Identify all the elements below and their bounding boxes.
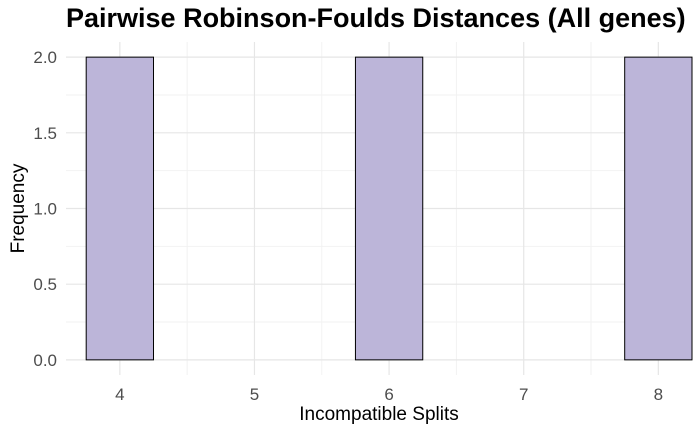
y-tick-label: 1.5	[33, 124, 57, 143]
x-tick-label: 5	[250, 385, 259, 404]
y-tick-label: 0.0	[33, 351, 57, 370]
bar-8	[624, 56, 693, 361]
x-tick-label: 4	[115, 385, 124, 404]
chart-title: Pairwise Robinson-Foulds Distances (All …	[66, 3, 686, 33]
y-axis-title: Frequency	[8, 163, 29, 253]
y-tick-label: 0.5	[33, 275, 57, 294]
x-tick-label: 7	[519, 385, 528, 404]
bar-6	[354, 56, 424, 361]
y-tick-labels: 0.0 0.5 1.0 1.5 2.0	[33, 48, 57, 370]
y-tick-label: 1.0	[33, 200, 57, 219]
x-axis-title: Incompatible Splits	[299, 404, 458, 425]
x-tick-labels: 4 5 6 7 8	[115, 385, 663, 404]
x-tick-label: 6	[384, 385, 393, 404]
bars	[85, 56, 693, 361]
bar-4	[85, 56, 155, 361]
y-tick-label: 2.0	[33, 48, 57, 67]
x-tick-label: 8	[654, 385, 663, 404]
